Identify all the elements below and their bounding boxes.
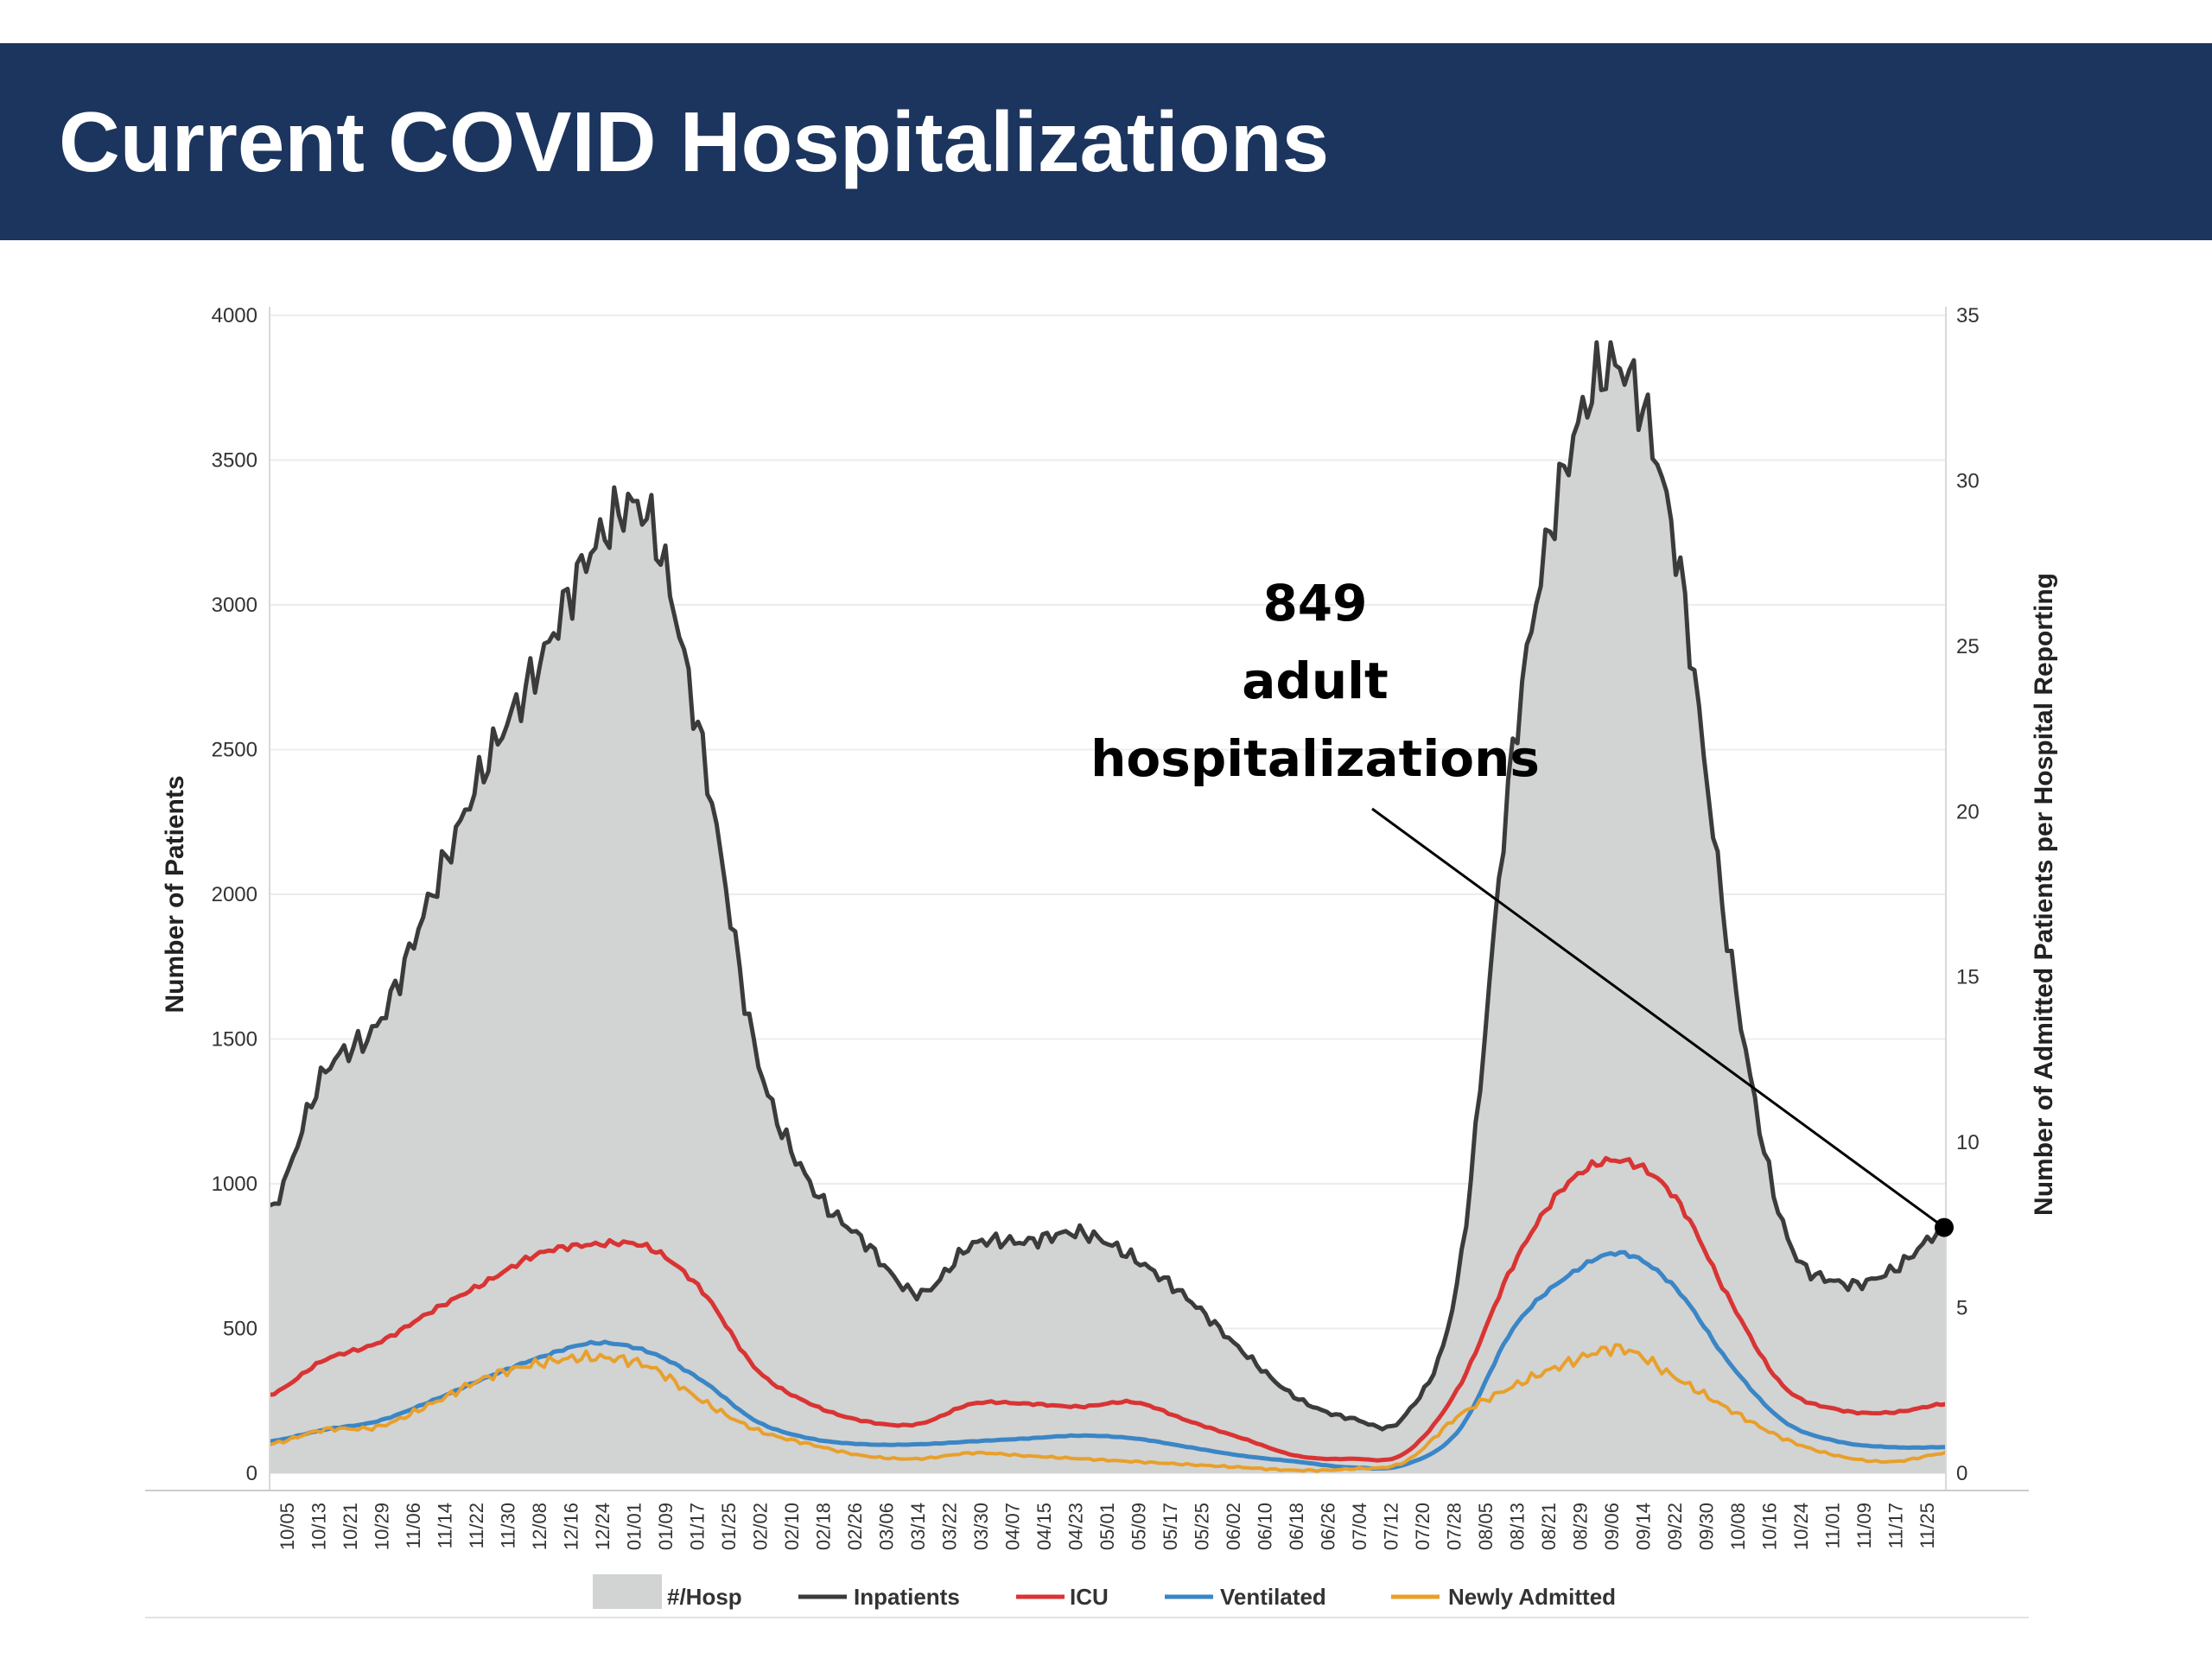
x-tick-label: 05/25 <box>1192 1503 1213 1550</box>
x-tick-label: 09/30 <box>1696 1503 1718 1550</box>
x-tick-label: 04/07 <box>1002 1503 1024 1550</box>
x-tick-label: 09/14 <box>1633 1503 1655 1550</box>
x-tick-label: 05/01 <box>1096 1503 1118 1550</box>
x-tick-label: 05/17 <box>1160 1503 1181 1550</box>
y-tick-label: 0 <box>246 1462 257 1485</box>
x-tick-label: 10/13 <box>308 1503 330 1550</box>
y2-tick-label: 25 <box>1956 635 1980 658</box>
annotation-dot <box>1935 1217 1954 1237</box>
x-tick-label: 11/14 <box>435 1503 456 1548</box>
x-tick-label: 11/22 <box>466 1503 487 1548</box>
x-tick-label: 10/21 <box>340 1503 361 1550</box>
x-tick-label: 06/26 <box>1318 1503 1339 1550</box>
y2-tick-label: 5 <box>1956 1297 1967 1320</box>
x-tick-label: 08/29 <box>1570 1503 1592 1550</box>
annotation-text: 849 <box>1262 574 1367 632</box>
legend-label: Newly Admitted <box>1448 1584 1616 1610</box>
x-tick-label: 07/28 <box>1444 1503 1465 1550</box>
x-tick-label: 10/24 <box>1790 1503 1812 1550</box>
x-tick-label: 11/01 <box>1822 1503 1844 1548</box>
x-tick-label: 02/02 <box>750 1503 772 1550</box>
x-tick-label: 11/25 <box>1916 1503 1938 1548</box>
y-tick-label: 1500 <box>212 1028 257 1052</box>
series-line-inpatients <box>269 340 1948 1432</box>
x-tick-label: 03/22 <box>939 1503 961 1550</box>
x-tick-label: 11/06 <box>403 1503 424 1548</box>
y2-tick-label: 20 <box>1956 800 1980 823</box>
x-tick-label: 07/04 <box>1349 1503 1370 1550</box>
x-tick-label: 12/08 <box>529 1503 550 1550</box>
x-tick-label: 01/25 <box>718 1503 740 1550</box>
legend-layer: #/Hosp Inpatients ICU Ventilated Newly Admit… <box>145 1574 2029 1618</box>
y-tick-label: 3000 <box>212 594 257 617</box>
y-tick-label: 2000 <box>212 883 257 906</box>
x-tick-label: 10/16 <box>1759 1503 1781 1550</box>
series-line-icu <box>269 1155 1947 1463</box>
y-tick-label: 2500 <box>212 739 257 762</box>
x-tick-label: 06/18 <box>1286 1503 1307 1550</box>
x-tick-label: 06/10 <box>1255 1503 1276 1550</box>
y2-axis-title: Number of Admitted Patients per Hospital… <box>2030 573 2058 1216</box>
x-tick-label: 10/08 <box>1727 1503 1749 1550</box>
x-tick-label: 08/21 <box>1538 1503 1560 1550</box>
legend-swatch <box>593 1574 662 1609</box>
x-tick-label: 11/17 <box>1885 1503 1907 1548</box>
x-tick-label: 11/09 <box>1853 1503 1875 1548</box>
axis-layer: 0 500 1000 1500 2000 2500 3000 3500 4000 0 5 10 15 20… <box>145 304 2058 1550</box>
y-axis-title: Number of Patients <box>161 775 189 1013</box>
annotation-arrow <box>1371 807 1945 1229</box>
x-tick-label: 11/30 <box>498 1503 519 1548</box>
annotation-layer: 849 adult hospitalizations <box>1090 574 1954 1237</box>
y-tick-label: 3500 <box>212 449 257 473</box>
x-tick-label: 03/06 <box>876 1503 898 1550</box>
x-tick-label: 07/12 <box>1381 1503 1402 1550</box>
x-tick-label: 02/10 <box>781 1503 803 1550</box>
y-tick-label: 4000 <box>212 304 257 327</box>
area-layer <box>270 342 1946 1474</box>
x-tick-label: 10/05 <box>276 1503 298 1550</box>
x-tick-label: 06/02 <box>1223 1503 1244 1550</box>
x-tick-label: 01/17 <box>687 1503 709 1550</box>
y2-tick-label: 15 <box>1956 966 1980 989</box>
x-tick-label: 12/24 <box>592 1503 613 1550</box>
x-tick-label: 01/09 <box>655 1503 677 1550</box>
x-tick-label: 02/18 <box>813 1503 835 1550</box>
x-tick-label: 04/15 <box>1033 1503 1055 1550</box>
y-tick-label: 500 <box>223 1318 257 1341</box>
x-tick-label: 08/05 <box>1475 1503 1497 1550</box>
y2-tick-label: 35 <box>1956 304 1980 327</box>
x-tick-label: 04/23 <box>1065 1503 1087 1550</box>
annotation-text: adult <box>1242 652 1389 710</box>
x-tick-label: 12/16 <box>561 1503 582 1550</box>
y2-tick-label: 10 <box>1956 1131 1980 1154</box>
x-tick-label: 05/09 <box>1128 1503 1150 1550</box>
y2-tick-label: 30 <box>1956 469 1980 493</box>
series-line-newly-admitted <box>269 1343 1947 1473</box>
title-bar <box>0 43 2212 240</box>
hosp-area <box>270 342 1946 1474</box>
x-tick-label: 09/06 <box>1601 1503 1623 1550</box>
y-tick-label: 1000 <box>212 1173 257 1196</box>
line-layer <box>269 340 1948 1473</box>
x-tick-label: 07/20 <box>1412 1503 1433 1550</box>
annotation-text: hospitalizations <box>1090 729 1540 788</box>
x-tick-label: 10/29 <box>372 1503 393 1550</box>
x-tick-label: 01/01 <box>624 1503 645 1550</box>
x-tick-label: 03/14 <box>907 1503 929 1550</box>
x-tick-label: 09/22 <box>1664 1503 1686 1550</box>
y2-tick-label: 0 <box>1956 1462 1967 1485</box>
legend-label: Ventilated <box>1220 1584 1326 1610</box>
legend-label: #/Hosp <box>667 1584 742 1610</box>
x-tick-label: 08/13 <box>1507 1503 1529 1550</box>
x-tick-label: 03/30 <box>970 1503 992 1550</box>
x-tick-label: 02/26 <box>844 1503 866 1550</box>
legend-label: Inpatients <box>854 1584 960 1610</box>
slide-title: Current COVID Hospitalizations <box>59 94 1330 189</box>
legend-label: ICU <box>1070 1584 1109 1610</box>
